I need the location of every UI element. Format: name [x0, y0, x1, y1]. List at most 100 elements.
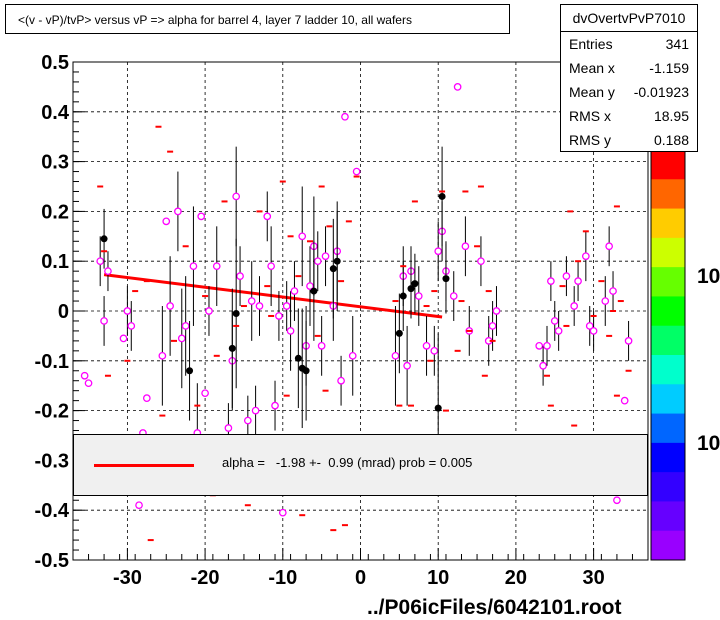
open-circle-point: [341, 112, 349, 121]
open-circle-point: [414, 292, 423, 300]
open-circle-point: [119, 334, 128, 343]
open-circle-point: [104, 267, 112, 276]
filled-circle-point: [100, 235, 108, 243]
stats-label: RMS y: [569, 132, 611, 148]
open-circle-point: [135, 501, 143, 510]
filled-circle-point: [228, 344, 236, 352]
palette-swatch: [651, 442, 685, 473]
stats-label: Mean x: [569, 60, 615, 76]
palette-label-upper: 10: [697, 265, 720, 288]
palette-swatch: [651, 325, 685, 356]
open-circle-point: [80, 371, 89, 380]
fit-legend: alpha = -1.98 +- 0.99 (mrad) prob = 0.00…: [73, 434, 648, 496]
open-circle-point: [158, 351, 167, 360]
open-circle-point: [554, 327, 563, 335]
filled-circle-point: [434, 404, 442, 412]
open-circle-point: [434, 247, 443, 256]
x-tick-label: 20: [505, 567, 527, 589]
open-circle-point: [84, 379, 93, 388]
open-circle-point: [286, 327, 295, 335]
open-circle-point: [247, 297, 256, 305]
stats-row-rms-y: RMS y 0.188: [561, 128, 697, 152]
palette-swatch: [651, 296, 685, 327]
open-circle-point: [166, 302, 174, 310]
open-circle-point: [337, 376, 345, 385]
open-circle-point: [492, 307, 501, 315]
filled-circle-point: [442, 275, 450, 283]
y-tick-label: 0.1: [41, 251, 69, 273]
y-tick-label: -0.5: [35, 550, 69, 572]
palette-swatch: [651, 355, 685, 385]
open-circle-point: [488, 322, 497, 330]
y-tick-label: 0.3: [41, 152, 69, 174]
open-circle-point: [535, 342, 544, 350]
open-circle-point: [263, 212, 272, 221]
file-path-label: ../P06icFiles/6042101.root: [367, 596, 622, 619]
y-tick-label: 0.4: [41, 102, 70, 124]
filled-circle-point: [411, 280, 419, 288]
y-tick-label: -0.4: [35, 500, 70, 522]
open-circle-point: [255, 302, 264, 310]
open-circle-point: [581, 252, 590, 261]
open-circle-point: [236, 272, 244, 280]
open-circle-point: [461, 242, 470, 251]
open-circle-point: [543, 342, 551, 350]
filled-circle-point: [395, 329, 403, 337]
stats-row-mean-x: Mean x -1.159: [561, 56, 697, 80]
y-tick-label: 0.2: [41, 201, 69, 223]
open-circle-point: [189, 262, 198, 271]
y-tick-label: 0.5: [41, 52, 69, 74]
color-palette: [650, 149, 686, 561]
open-circle-point: [562, 272, 571, 280]
y-tick-label: 0: [58, 301, 69, 323]
open-circle-point: [605, 242, 613, 251]
filled-circle-point: [329, 265, 337, 273]
stats-value: -1.159: [649, 60, 689, 76]
open-circle-point: [317, 342, 326, 350]
stats-value: -0.01923: [633, 84, 689, 100]
y-tick-label: -0.2: [35, 401, 69, 423]
stats-box: dvOvertvPvP7010 Entries 341 Mean x -1.15…: [560, 4, 698, 152]
stats-value: 18.95: [653, 108, 689, 124]
palette-swatch: [651, 267, 685, 297]
open-circle-point: [267, 262, 275, 271]
palette-swatch: [651, 237, 685, 268]
open-circle-point: [251, 406, 260, 415]
open-circle-point: [271, 401, 279, 410]
open-circle-point: [162, 217, 171, 226]
open-circle-point: [453, 83, 462, 91]
open-circle-point: [306, 282, 314, 290]
stats-row-rms-x: RMS x 18.95: [561, 104, 697, 128]
open-circle-point: [181, 322, 190, 330]
open-circle-point: [539, 361, 547, 370]
y-tick-label: -0.3: [35, 450, 69, 472]
open-circle-point: [123, 307, 132, 315]
open-circle-point: [585, 322, 594, 330]
filled-circle-point: [186, 367, 194, 375]
palette-swatch: [651, 413, 685, 444]
stats-label: RMS x: [569, 108, 611, 124]
open-circle-point: [282, 302, 291, 310]
palette-swatch: [651, 501, 685, 532]
open-circle-point: [620, 396, 629, 405]
open-circle-point: [174, 207, 182, 216]
open-circle-point: [278, 508, 287, 517]
stats-row-entries: Entries 341: [561, 32, 697, 56]
filled-circle-point: [333, 257, 341, 265]
open-circle-point: [100, 317, 108, 325]
open-circle-point: [205, 307, 213, 315]
palette-swatch: [651, 384, 685, 415]
filled-circle-point: [294, 354, 302, 362]
x-tick-label: 10: [427, 567, 449, 589]
open-circle-point: [275, 312, 283, 320]
open-circle-point: [601, 297, 610, 305]
open-circle-point: [197, 212, 206, 221]
open-circle-point: [212, 262, 221, 271]
open-circle-point: [313, 257, 322, 266]
open-circle-point: [574, 277, 582, 285]
open-circle-point: [142, 394, 151, 402]
open-circle-point: [430, 346, 439, 355]
open-circle-point: [403, 361, 411, 370]
palette-swatch: [651, 179, 685, 210]
filled-circle-point: [232, 309, 240, 317]
